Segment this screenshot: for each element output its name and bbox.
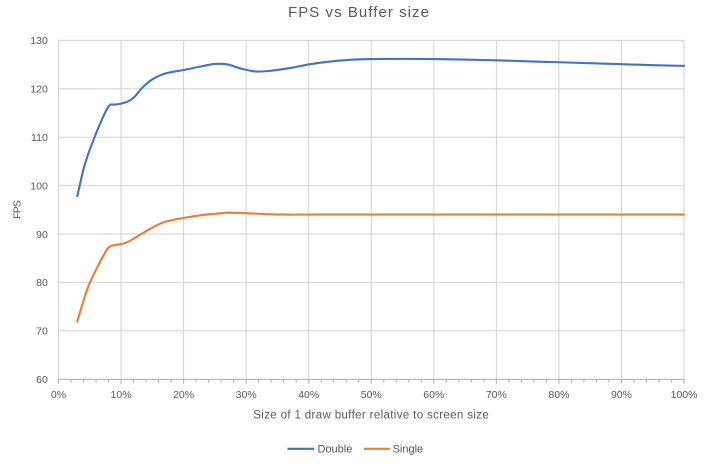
svg-text:70%: 70% [486,389,507,401]
svg-text:40%: 40% [298,389,319,401]
svg-text:30%: 30% [236,389,257,401]
svg-text:80: 80 [36,277,48,289]
svg-text:60%: 60% [423,389,444,401]
svg-text:FPS: FPS [12,200,24,219]
svg-text:90: 90 [36,229,48,241]
svg-text:Double: Double [318,444,353,456]
svg-text:FPS vs Buffer size: FPS vs Buffer size [288,4,430,21]
svg-text:Size of 1 draw buffer relative: Size of 1 draw buffer relative to screen… [253,409,489,421]
svg-text:20%: 20% [173,389,194,401]
svg-text:Single: Single [393,444,424,456]
svg-text:0%: 0% [51,389,66,401]
svg-text:120: 120 [30,84,48,96]
svg-text:80%: 80% [548,389,569,401]
svg-text:60: 60 [36,374,48,386]
svg-text:100: 100 [30,180,48,192]
svg-text:70: 70 [36,326,48,338]
svg-text:10%: 10% [111,389,132,401]
svg-text:90%: 90% [611,389,632,401]
svg-text:110: 110 [31,132,48,144]
svg-text:50%: 50% [361,389,382,401]
svg-text:130: 130 [30,35,48,47]
svg-text:100%: 100% [671,389,698,401]
